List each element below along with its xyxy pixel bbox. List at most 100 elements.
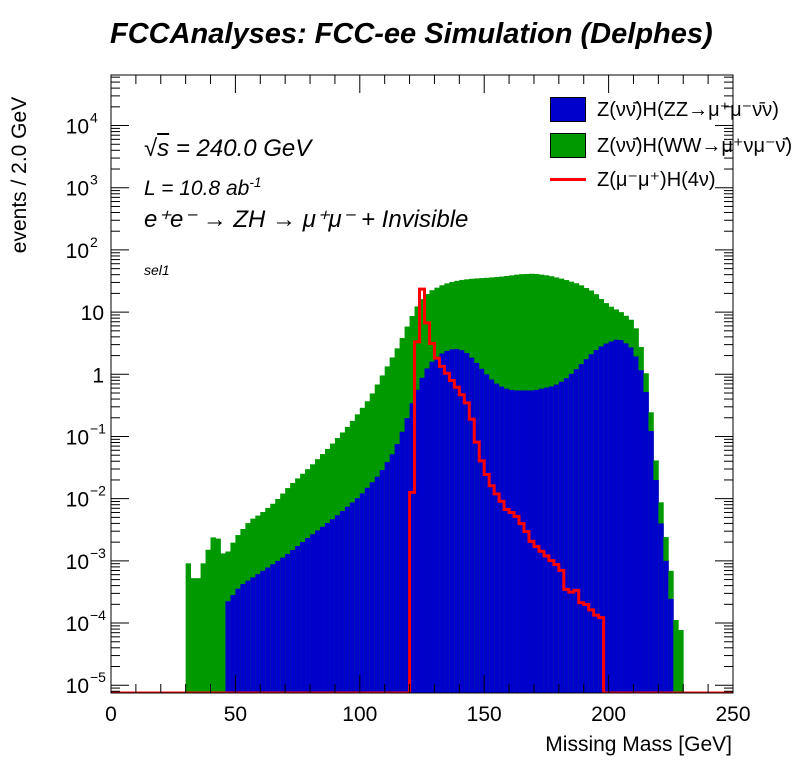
histogram-bar-ww: [190, 578, 196, 693]
histogram-bar-zz: [399, 431, 405, 693]
histogram-bar-zz: [225, 601, 231, 693]
histogram-bar-zz: [275, 560, 281, 693]
histogram-bar-zz: [315, 530, 321, 693]
histogram-bar-zz: [449, 349, 455, 693]
histogram-bar-zz: [235, 588, 241, 693]
histogram-bar-ww: [210, 537, 216, 693]
histogram-bar-zz: [459, 350, 465, 693]
histogram-bar-zz: [344, 506, 351, 693]
histogram-bar-zz: [499, 386, 505, 693]
histogram-bar-zz: [310, 534, 316, 693]
histogram-bar-zz: [588, 354, 595, 693]
histogram-bar-ww: [678, 629, 684, 693]
histogram-bar-zz: [648, 431, 654, 693]
histogram-bar-zz: [454, 349, 460, 693]
y-tick-label: 10: [66, 116, 89, 139]
histogram-bar-zz: [409, 403, 415, 693]
histogram-bar-zz: [593, 350, 600, 693]
y-tick-exponent: 3: [90, 172, 98, 188]
histogram-bar-zz: [509, 389, 515, 693]
histogram-bar-zz: [464, 352, 470, 693]
x-tick-label: 0: [105, 703, 117, 726]
histogram-bar-zz: [369, 482, 376, 693]
x-tick-label: 150: [467, 703, 502, 726]
histogram-bar-zz: [444, 350, 450, 693]
histogram-bar-zz: [414, 389, 420, 693]
histogram-bar-ww: [220, 553, 226, 693]
histogram-bar-zz: [359, 493, 366, 693]
y-tick-label: 10: [81, 302, 104, 325]
histogram-bar-zz: [319, 526, 326, 693]
histogram-bar-zz: [558, 381, 565, 693]
histogram-bar-zz: [404, 418, 410, 693]
histogram-bar-zz: [663, 560, 669, 693]
histogram-bar-zz: [538, 388, 545, 693]
x-axis-label: Missing Mass [GeV]: [545, 733, 732, 756]
histogram-bar-zz: [553, 384, 560, 693]
histogram-bar-zz: [265, 567, 271, 693]
histogram-bar-zz: [260, 570, 266, 693]
histogram-bar-zz: [598, 346, 605, 693]
legend-label-signal: Z(μ⁻μ⁺)H(4ν): [597, 169, 716, 191]
histogram-bar-zz: [280, 557, 286, 693]
histogram-bar-zz: [633, 356, 639, 693]
luminosity-annotation: L = 10.8 ab-1: [144, 175, 262, 200]
y-tick-exponent: −3: [90, 545, 106, 561]
histogram-bar-zz: [295, 546, 301, 693]
y-tick-label: 10: [66, 426, 89, 449]
histogram-bar-zz: [563, 378, 570, 693]
histogram-bar-zz: [240, 583, 246, 693]
histogram-bar-zz: [424, 368, 430, 693]
y-tick-label: 10: [66, 675, 89, 698]
histogram-bar-zz: [270, 564, 276, 693]
y-tick-label: 10: [66, 489, 89, 512]
histogram-bar-zz: [583, 359, 590, 693]
histogram-bar-zz: [613, 339, 619, 693]
legend-swatch-zz: [550, 97, 586, 122]
histogram-bar-zz: [255, 574, 261, 693]
histogram-bar-zz: [300, 542, 306, 693]
signal-step-line: [111, 287, 733, 693]
histogram-bar-zz: [479, 368, 485, 693]
process-annotation: e⁺e⁻ → ZH → μ⁺μ⁻ + Invisible: [144, 206, 469, 233]
histogram-bar-zz: [384, 462, 391, 693]
chart-title: FCCAnalyses: FCC-ee Simulation (Delphes): [110, 18, 713, 50]
histogram-bar-zz: [578, 364, 585, 693]
histogram-bar-zz: [434, 356, 440, 693]
histogram-bar-zz: [469, 357, 475, 693]
histogram-bar-ww: [215, 538, 221, 693]
legend-label-ww: Z(νν̄)H(WW→μ⁺νμ⁻ν̄): [597, 135, 793, 157]
histogram-bar-zz: [439, 353, 445, 693]
histogram-bar-zz: [494, 383, 500, 693]
histogram-bar-zz: [334, 515, 341, 693]
histogram-bar-zz: [524, 390, 530, 693]
y-tick-exponent: −1: [90, 420, 106, 436]
histogram-bar-zz: [285, 553, 291, 693]
selection-annotation: sel1: [144, 262, 170, 278]
histogram-bar-zz: [374, 476, 381, 693]
histogram-bar-zz: [389, 454, 396, 693]
histogram-bar-zz: [618, 340, 624, 693]
histogram-bar-ww: [200, 563, 206, 693]
histogram-bar-zz: [514, 390, 520, 693]
x-tick-label: 200: [591, 703, 626, 726]
x-tick-label: 100: [342, 703, 377, 726]
histogram-bar-zz: [608, 341, 614, 693]
signal-line-layer: [111, 287, 733, 693]
y-tick-label: 10: [66, 551, 89, 574]
histogram-bar-ww: [205, 549, 211, 693]
histogram-bar-zz: [533, 389, 540, 693]
x-tick-label: 250: [715, 703, 750, 726]
y-tick-exponent: −2: [90, 483, 106, 499]
histogram-bar-zz: [668, 598, 674, 693]
histogram-bar-ww: [673, 620, 679, 693]
histogram-bar-zz: [339, 511, 346, 693]
legend-label-zz: Z(νν̄)H(ZZ→μ⁺μ⁻ν̄ν): [597, 99, 779, 121]
x-tick-label: 50: [224, 703, 247, 726]
histogram-bar-zz: [548, 386, 555, 693]
y-tick-label: 10: [66, 178, 89, 201]
sqrt-symbol-icon: √: [144, 135, 158, 162]
histogram-bars-layer: [185, 273, 684, 693]
histogram-bar-zz: [349, 502, 356, 693]
histogram-bar-zz: [290, 549, 296, 693]
